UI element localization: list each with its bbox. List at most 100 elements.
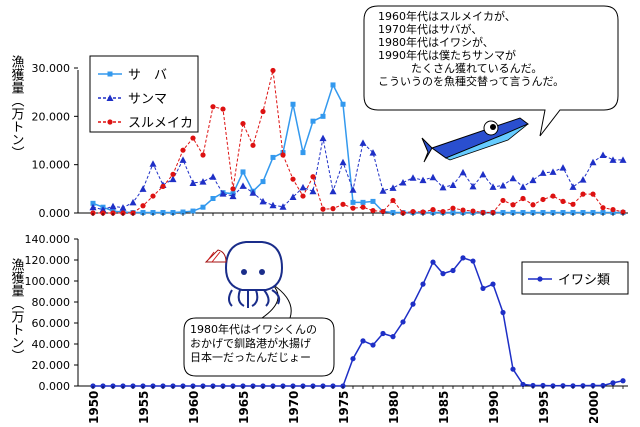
callout-line: こういうのを魚種交替って言うんだ。 bbox=[378, 74, 564, 88]
data-point bbox=[360, 204, 366, 210]
data-point bbox=[430, 259, 436, 265]
data-point bbox=[569, 183, 577, 190]
data-point bbox=[99, 206, 107, 213]
x-tick-label: 1995 bbox=[537, 391, 551, 424]
data-point bbox=[369, 149, 377, 156]
callout-line: 1960年代はスルメイカが、 bbox=[378, 9, 516, 23]
data-point bbox=[150, 193, 156, 199]
data-point bbox=[530, 382, 536, 389]
bottom-series-group bbox=[90, 255, 626, 389]
data-point bbox=[469, 182, 477, 190]
data-point bbox=[240, 169, 246, 175]
data-point bbox=[199, 178, 207, 185]
data-point bbox=[209, 173, 217, 180]
y-tick-label: 80.000 bbox=[32, 296, 71, 309]
data-point bbox=[90, 200, 96, 206]
legend-label: スルメイカ bbox=[128, 116, 193, 131]
x-tick-label: 1950 bbox=[87, 391, 101, 424]
data-point bbox=[210, 104, 216, 110]
data-point bbox=[370, 198, 376, 204]
data-point bbox=[610, 210, 616, 216]
data-point bbox=[449, 181, 457, 188]
callout-line: 日本一だったんだじょー bbox=[190, 350, 311, 364]
data-point bbox=[560, 383, 566, 389]
data-point bbox=[510, 202, 516, 208]
y-tick-label: 100.000 bbox=[25, 275, 71, 288]
data-point bbox=[409, 174, 417, 181]
data-point bbox=[270, 154, 276, 160]
data-point bbox=[570, 201, 576, 207]
data-point bbox=[530, 210, 536, 216]
callout-line: 1970年代はサバが、 bbox=[378, 22, 482, 36]
y-tick-label: 120.000 bbox=[25, 254, 71, 267]
data-point bbox=[360, 199, 366, 205]
data-point bbox=[320, 206, 326, 212]
data-point bbox=[300, 150, 306, 156]
data-point bbox=[249, 189, 257, 196]
data-point bbox=[140, 203, 146, 209]
data-point bbox=[319, 134, 327, 142]
x-tick-label: 1990 bbox=[487, 391, 501, 424]
data-point bbox=[190, 135, 196, 141]
x-tick-label: 1965 bbox=[237, 391, 251, 424]
data-point bbox=[320, 113, 326, 119]
data-point bbox=[270, 67, 276, 74]
bottom-y-axis-title: 漁獲量（万トン） bbox=[9, 258, 25, 362]
x-tick-label: 1980 bbox=[387, 391, 401, 424]
data-point bbox=[370, 342, 376, 348]
data-point bbox=[500, 309, 506, 316]
data-point bbox=[589, 158, 597, 166]
data-point bbox=[359, 139, 367, 146]
top-series-group bbox=[89, 67, 627, 216]
data-point bbox=[340, 201, 346, 207]
y-tick-label: 60.000 bbox=[32, 317, 71, 330]
x-tick-label: 1970 bbox=[287, 391, 301, 424]
data-point bbox=[489, 183, 497, 190]
data-point bbox=[170, 171, 176, 177]
data-point bbox=[129, 198, 137, 206]
data-point bbox=[340, 101, 346, 107]
data-point bbox=[599, 151, 607, 158]
data-point bbox=[600, 382, 606, 389]
y-tick-label: 20.000 bbox=[32, 359, 71, 372]
data-point bbox=[180, 209, 186, 215]
callout-line: 1980年代はイワシくんの bbox=[190, 322, 317, 336]
data-point bbox=[290, 101, 296, 107]
squid-with-fan-icon bbox=[204, 241, 284, 308]
data-point bbox=[150, 210, 156, 216]
callout-line: おかげで釧路港が水揚げ bbox=[190, 336, 311, 350]
data-point bbox=[419, 176, 427, 184]
data-point bbox=[260, 179, 266, 185]
data-point bbox=[620, 378, 626, 384]
data-point bbox=[499, 181, 507, 189]
data-point bbox=[510, 210, 516, 216]
data-point bbox=[600, 205, 606, 211]
data-point bbox=[330, 206, 336, 212]
data-point bbox=[279, 203, 287, 210]
x-tick-label: 1985 bbox=[437, 391, 451, 424]
data-point bbox=[399, 179, 407, 186]
legend-marker bbox=[106, 94, 114, 101]
data-point bbox=[390, 334, 396, 340]
data-point bbox=[610, 207, 616, 213]
data-point bbox=[580, 383, 586, 389]
x-tick-label: 1955 bbox=[137, 391, 151, 424]
data-point bbox=[479, 170, 487, 178]
data-point bbox=[200, 152, 206, 158]
data-point bbox=[149, 160, 157, 167]
data-point bbox=[509, 174, 517, 182]
sanma-fish-icon bbox=[421, 117, 529, 163]
data-point bbox=[160, 210, 166, 216]
y-tick-label: 10.000 bbox=[32, 159, 71, 172]
data-point bbox=[609, 156, 617, 163]
data-point bbox=[329, 187, 337, 195]
data-point bbox=[119, 204, 127, 211]
data-point bbox=[310, 118, 316, 124]
data-point bbox=[520, 381, 526, 388]
data-point bbox=[420, 209, 426, 215]
callout-line: 1990年代は僕たちサンマが bbox=[378, 48, 516, 62]
data-point bbox=[540, 196, 546, 203]
bottom-y-tick-labels: 0.000 20.000 40.000 60.000 80.000 100.000 120.… bbox=[25, 233, 78, 393]
